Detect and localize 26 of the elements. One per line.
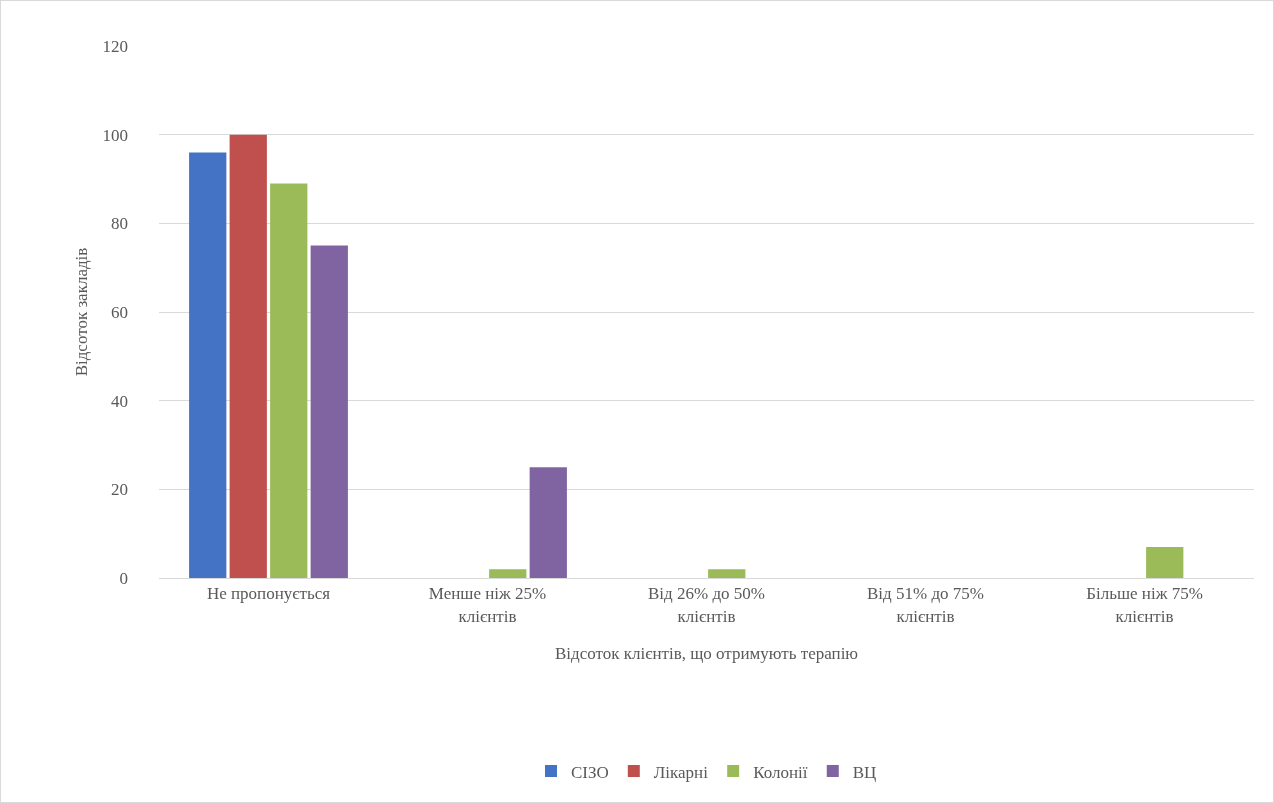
y-axis-title: Відсоток закладів [72, 247, 92, 377]
y-tick-label: 60 [111, 302, 128, 322]
bar [229, 134, 267, 578]
x-tick-label: Не пропонується [206, 584, 331, 604]
legend-label: ВЦ [852, 762, 877, 782]
x-tick-label: Від 26% до 50% клієнтів [648, 584, 765, 626]
bar [310, 245, 348, 578]
x-tick-label: Від 51% до 75% клієнтів [867, 584, 984, 626]
x-tick-label: Менше ніж 25% клієнтів [428, 584, 547, 626]
x-tick-label: Більше ніж 75% клієнтів [1086, 584, 1203, 626]
bar [270, 183, 308, 578]
y-tick-label: 80 [111, 214, 128, 234]
bar [1146, 546, 1184, 578]
legend-label: Лікарні [653, 762, 709, 782]
bar [708, 569, 746, 578]
y-tick-label: 40 [111, 391, 128, 411]
bar [529, 467, 567, 578]
y-tick-label: 120 [102, 36, 128, 56]
y-tick-label: 0 [119, 568, 128, 588]
bar [489, 569, 527, 578]
x-axis-title: Відсоток клієнтів, що отримують терапію [554, 643, 859, 663]
y-tick-label: 20 [111, 480, 128, 500]
y-tick-label: 100 [102, 125, 128, 145]
legend-label: СІЗО [571, 762, 609, 782]
legend-label: Колонії [753, 762, 808, 782]
bar [189, 152, 227, 578]
